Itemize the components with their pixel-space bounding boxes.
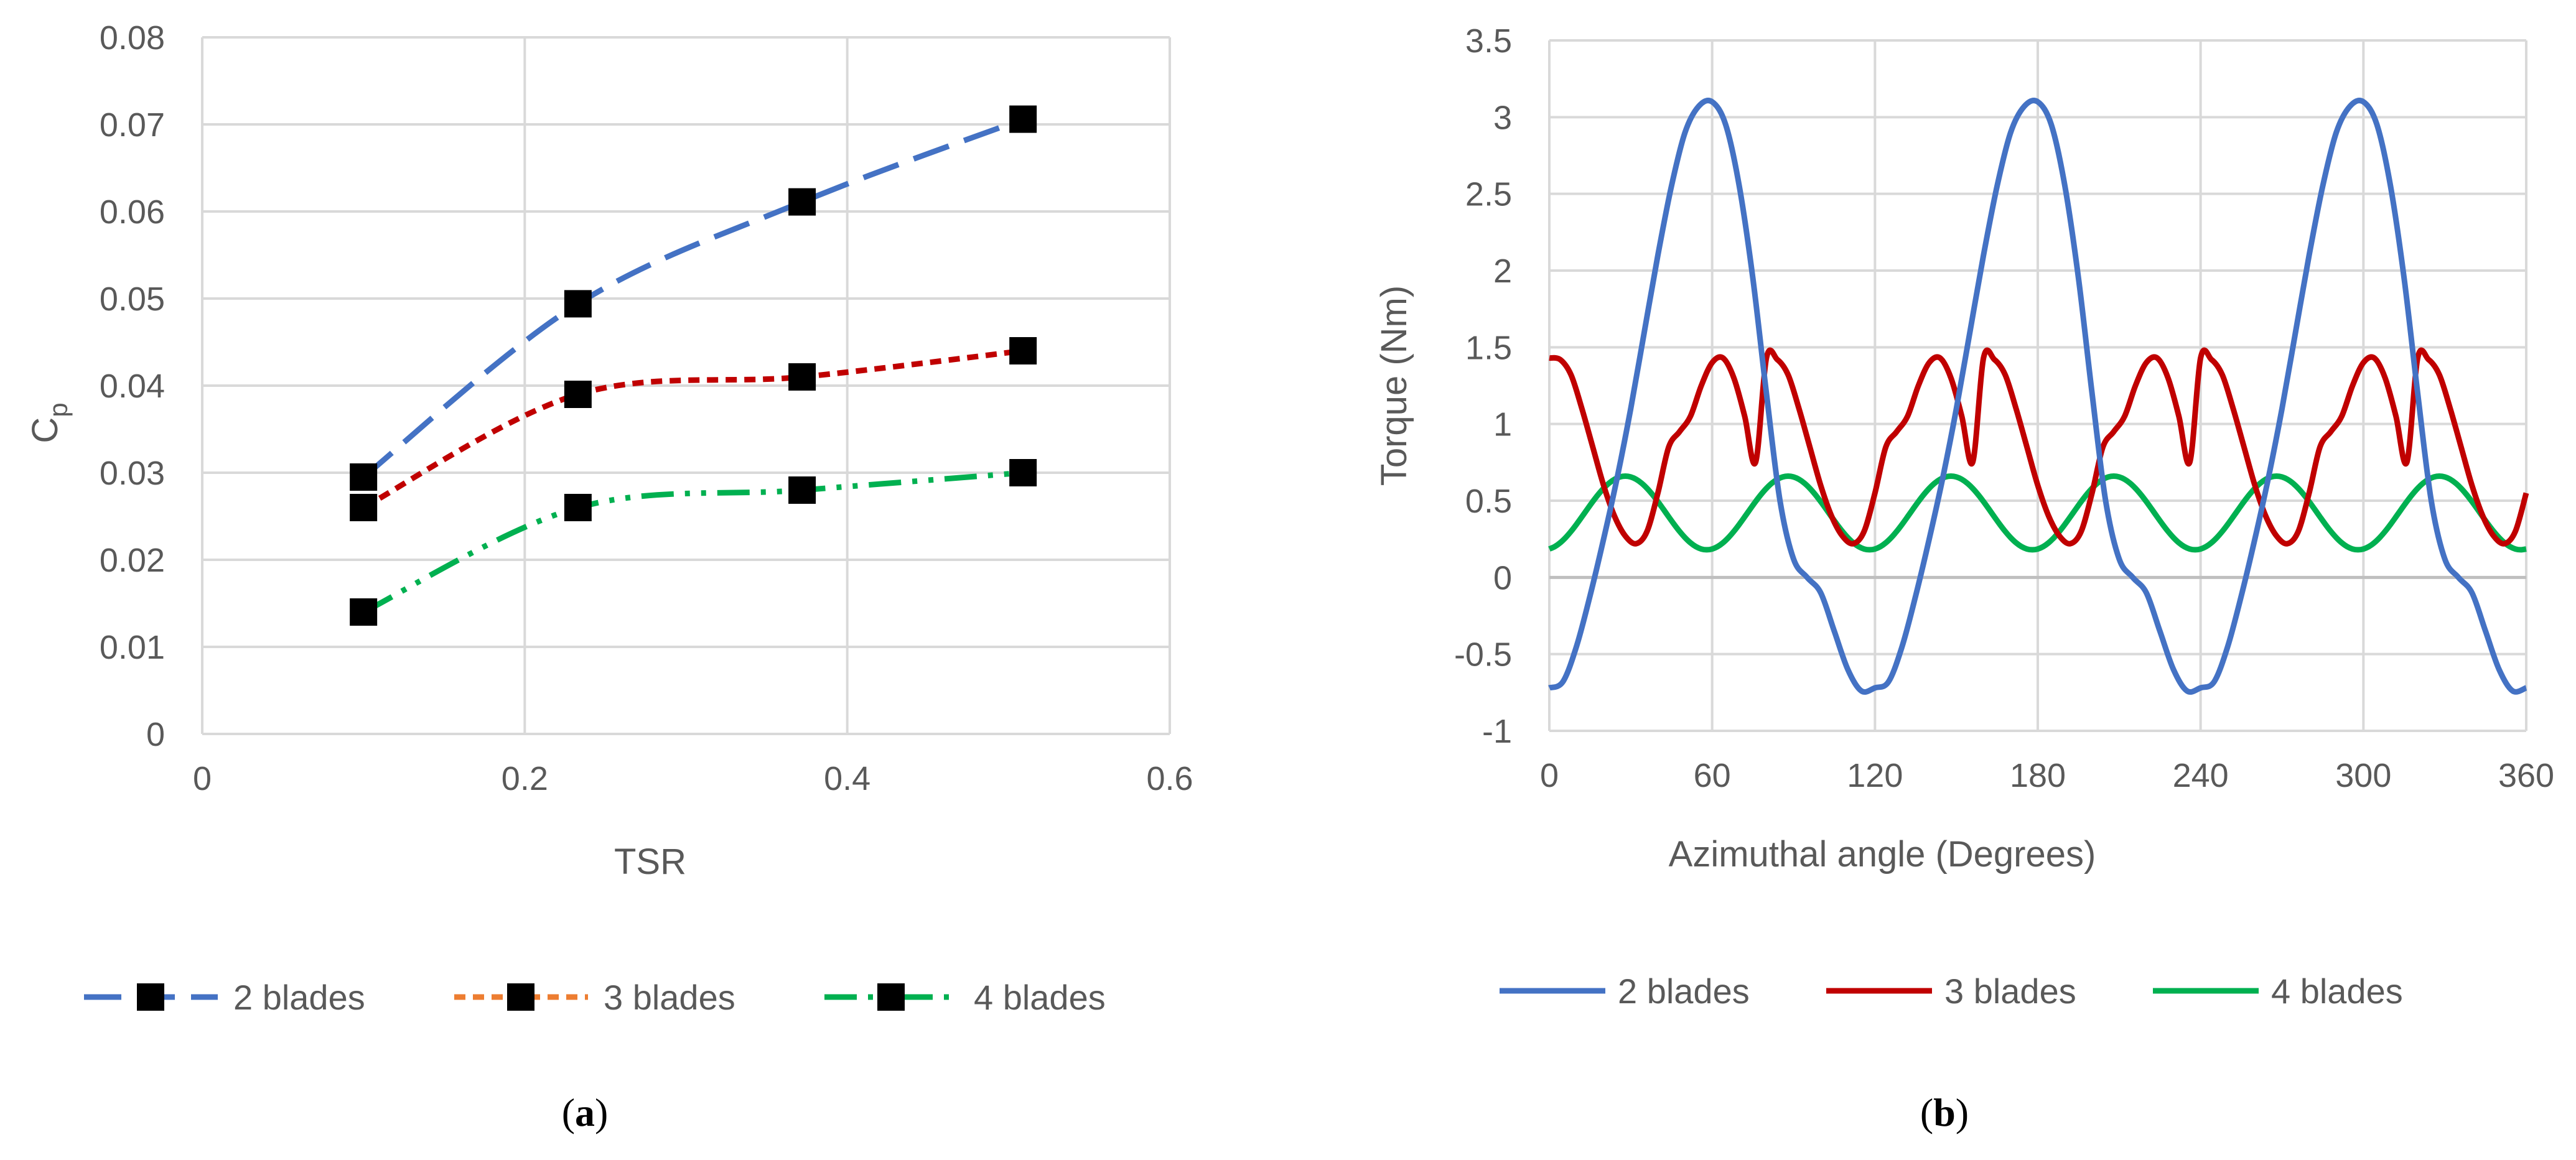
chart-b-legend-label: 2 blades	[1618, 972, 1750, 1011]
chart-b-x-axis-label: Azimuthal angle (Degrees)	[1669, 834, 2096, 875]
chart-a-data-point	[350, 463, 378, 491]
chart-b-x-tick-label: 0	[1540, 757, 1559, 794]
chart-a-y-tick-label: 0.07	[100, 106, 165, 144]
chart-a-y-axis-label: Cp	[25, 402, 73, 443]
chart-a-y-tick-label: 0.08	[100, 19, 165, 57]
chart-b-y-tick-label: 2.5	[1465, 176, 1512, 213]
chart-a-x-tick-label: 0.4	[824, 760, 870, 797]
chart-a-x-tick-label: 0.2	[502, 760, 548, 797]
chart-a-series-line	[362, 116, 1024, 480]
chart-b-y-tick-label: -0.5	[1454, 636, 1512, 674]
chart-b-legend-item: 4 blades	[2153, 972, 2403, 1011]
chart-a-y-tick-label: 0.04	[100, 368, 165, 405]
chart-a-y-tick-label: 0	[146, 716, 165, 753]
chart-a-series-line	[362, 348, 1024, 510]
chart-b-panel-label: (b)	[1920, 1090, 1969, 1134]
chart-a-markers	[350, 105, 1037, 626]
chart-b-legend-label: 4 blades	[2271, 972, 2403, 1011]
chart-a-data-point	[788, 476, 816, 504]
chart-a-legend-marker	[507, 983, 534, 1011]
chart-b-y-tick-label: 1.5	[1465, 329, 1512, 366]
chart-a-series	[362, 116, 1024, 615]
chart-b-y-tick-labels: -1 -0.5 0 0.5 1 1.5 2 2.5 3 3.5	[1454, 22, 1512, 750]
chart-b: -1 -0.5 0 0.5 1 1.5 2 2.5 3 3.5 0 60 120 180 240 300 36…	[1374, 22, 2554, 1134]
chart-b-x-tick-label: 120	[1847, 757, 1903, 794]
chart-a-series-line	[362, 470, 1024, 615]
chart-b-y-tick-label: 2	[1493, 253, 1512, 290]
chart-b-x-tick-label: 360	[2498, 757, 2554, 794]
chart-b-gridlines	[1548, 39, 2527, 732]
chart-b-series-line-2-blades	[1548, 98, 2527, 695]
chart-b-x-tick-label: 60	[1694, 757, 1731, 794]
chart-b-x-tick-label: 240	[2173, 757, 2229, 794]
chart-b-legend: 2 blades 3 blades 4 blades	[1500, 972, 2403, 1011]
chart-a-legend-label: 3 blades	[604, 978, 735, 1017]
chart-a-legend-marker	[137, 983, 164, 1011]
chart-a-y-axis-label-main: C	[25, 417, 65, 443]
chart-b-y-tick-label: 1	[1493, 406, 1512, 443]
chart-a-legend-marker	[877, 983, 905, 1011]
chart-b-y-tick-label: -1	[1482, 713, 1512, 750]
chart-a-y-tick-label: 0.03	[100, 455, 165, 492]
chart-a-y-tick-label: 0.06	[100, 193, 165, 231]
chart-b-series	[1548, 98, 2529, 695]
chart-b-y-tick-label: 3	[1493, 99, 1512, 136]
chart-a-legend-item: 2 blades	[84, 978, 365, 1017]
chart-a-panel-label: (a)	[562, 1090, 609, 1134]
chart-b-x-tick-label: 300	[2335, 757, 2391, 794]
chart-b-x-tick-label: 180	[2010, 757, 2066, 794]
chart-b-y-tick-label: 0.5	[1465, 483, 1512, 520]
chart-a-x-tick-label: 0.6	[1146, 760, 1193, 797]
chart-b-x-tick-labels: 0 60 120 180 240 300 360	[1540, 757, 2554, 794]
chart-a-x-tick-label: 0	[193, 760, 212, 797]
chart-a-legend-label: 4 blades	[974, 978, 1106, 1017]
chart-a-y-tick-label: 0.01	[100, 629, 165, 666]
chart-a-data-point	[1009, 459, 1037, 486]
chart-b-y-tick-label: 3.5	[1465, 22, 1512, 60]
chart-a-data-point	[1009, 337, 1037, 364]
chart-a-data-point	[564, 290, 592, 318]
chart-a-legend-label: 2 blades	[233, 978, 365, 1017]
chart-b-y-tick-label: 0	[1493, 559, 1512, 596]
chart-a-data-point	[564, 494, 592, 521]
chart-a-data-point	[564, 381, 592, 408]
chart-a-x-axis-label: TSR	[614, 842, 686, 882]
chart-a-legend-item: 4 blades	[824, 978, 1106, 1017]
chart-a-data-point	[350, 494, 378, 521]
chart-a-legend-item: 3 blades	[454, 978, 735, 1017]
chart-a-y-tick-label: 0.02	[100, 542, 165, 579]
chart-a-data-point	[1009, 105, 1037, 133]
chart-a-y-axis-label-sub: p	[44, 402, 73, 417]
chart-b-y-axis-label: Torque (Nm)	[1374, 285, 1414, 486]
chart-a-data-point	[788, 188, 816, 216]
chart-a-gridlines	[201, 36, 1171, 735]
chart-a-y-tick-label: 0.05	[100, 281, 165, 318]
chart-a-data-point	[788, 363, 816, 391]
chart-a-legend: 2 blades 3 blades 4 blades	[84, 978, 1106, 1017]
svg-text:Cp: Cp	[25, 402, 73, 443]
chart-b-legend-item: 2 blades	[1500, 972, 1750, 1011]
chart-a: 0 0.01 0.02 0.03 0.04 0.05 0.06 0.07 0.08 0 0.2 0.…	[25, 19, 1193, 1134]
chart-a-data-point	[350, 598, 378, 626]
chart-b-legend-item: 3 blades	[1826, 972, 2076, 1011]
chart-b-series-line-4-blades	[1548, 473, 2527, 553]
chart-a-x-tick-labels: 0 0.2 0.4 0.6	[193, 760, 1193, 797]
chart-a-y-tick-labels: 0 0.01 0.02 0.03 0.04 0.05 0.06 0.07 0.08	[100, 19, 165, 753]
chart-b-legend-label: 3 blades	[1944, 972, 2076, 1011]
chart-b-series-line-3-blades	[1549, 347, 2529, 547]
